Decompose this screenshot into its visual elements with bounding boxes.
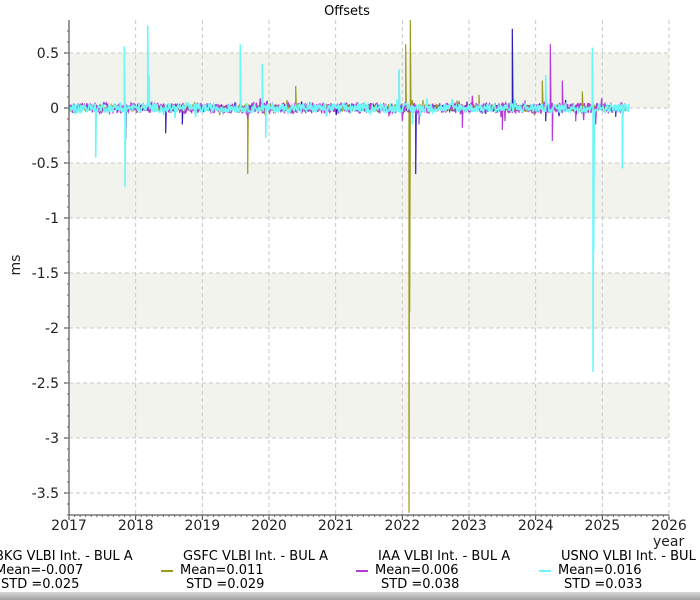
window-bottom-edge: [0, 592, 700, 600]
legend-std: STD =0.025: [1, 577, 79, 592]
legend-series-name: IAA VLBI Int. - BUL A: [378, 549, 510, 564]
chart-title: Offsets: [324, 4, 370, 19]
series-2: [68, 44, 627, 142]
legend-mean: Mean=0.006: [375, 563, 459, 578]
legend-series-name: GSFC VLBI Int. - BUL A: [183, 549, 328, 564]
y-tick-label: -3: [45, 431, 59, 447]
x-tick-label: 2022: [385, 518, 421, 534]
legend-std: STD =0.038: [381, 577, 459, 592]
band-0: [69, 53, 669, 108]
series-layer: [68, 19, 630, 513]
series-line: [68, 25, 630, 373]
y-tick-label: -1: [45, 211, 59, 227]
legend-series-name: BKG VLBI Int. - BUL A: [0, 549, 133, 564]
band-1: [69, 163, 669, 218]
x-tick-label: 2018: [118, 518, 154, 534]
x-tick-label: 2020: [251, 518, 287, 534]
x-axis-label: year: [653, 534, 684, 550]
y-tick-label: 0: [50, 101, 59, 117]
x-axis-ticks: 2017 2018 2019 2020 2021 2022 2023 2024 2025 2026: [51, 515, 687, 534]
band-3: [69, 383, 669, 438]
band-2: [69, 273, 669, 328]
y-tick-label: -0.5: [32, 156, 59, 172]
legend-mean: Mean=0.016: [558, 563, 642, 578]
x-tick-label: 2021: [318, 518, 354, 534]
legend-mean: Mean=0.011: [180, 563, 264, 578]
y-tick-label: -3.5: [32, 486, 59, 502]
legend-series-name: USNO VLBI Int. - BUL A: [561, 549, 700, 564]
y-axis-label: ms: [8, 255, 24, 276]
y-tick-label: -2: [45, 321, 59, 337]
x-tick-label: 2019: [185, 518, 221, 534]
y-tick-label: -2.5: [32, 376, 59, 392]
series-3: [68, 25, 630, 373]
legend-std: STD =0.033: [564, 577, 642, 592]
x-tick-label: 2025: [585, 518, 621, 534]
legend-std: STD =0.029: [186, 577, 264, 592]
y-tick-label: -1.5: [32, 266, 59, 282]
series-line: [68, 44, 627, 142]
legend-mean: Mean=-0.007: [0, 563, 83, 578]
x-tick-label: 2017: [51, 518, 87, 534]
grid-lines: [68, 20, 670, 515]
y-axis-ticks: 0.5 0 -0.5 -1 -1.5 -2 -2.5 -3 -3.5: [32, 30, 69, 516]
x-tick-label: 2023: [451, 518, 487, 534]
background-bands: [69, 20, 669, 515]
x-tick-label: 2026: [651, 518, 687, 534]
y-tick-label: 0.5: [37, 46, 59, 62]
x-tick-label: 2024: [518, 518, 554, 534]
